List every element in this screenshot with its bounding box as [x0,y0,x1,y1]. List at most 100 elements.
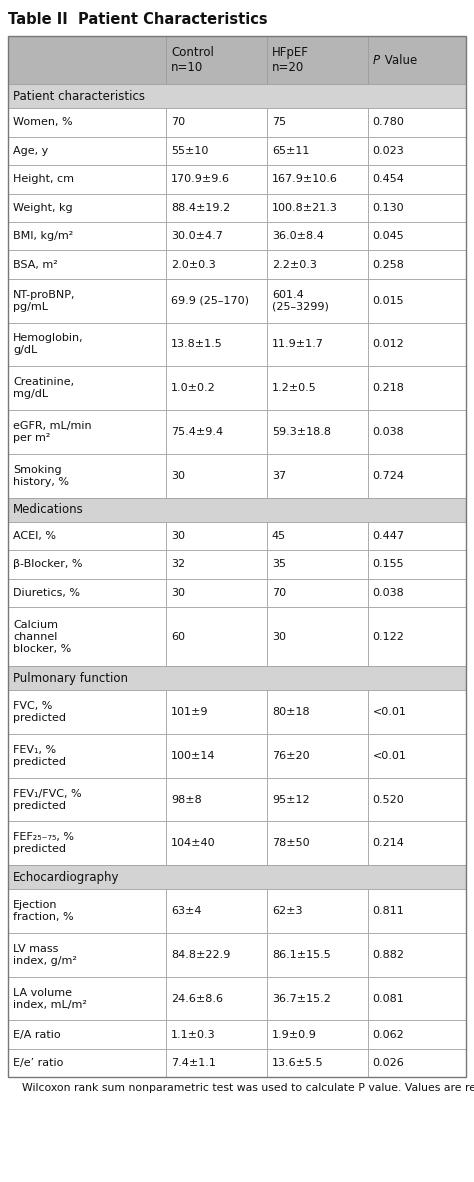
Text: 30: 30 [272,631,286,642]
Text: Patient characteristics: Patient characteristics [13,90,145,103]
Bar [367,821,466,865]
Bar [267,608,367,667]
Bar [267,366,367,410]
Text: FEV₁/FVC, %
predicted: FEV₁/FVC, % predicted [13,788,82,811]
Bar [8,889,166,933]
Bar [166,821,267,865]
Text: 0.811: 0.811 [373,907,404,916]
Text: 0.882: 0.882 [373,950,404,960]
Text: Height, cm: Height, cm [13,174,74,184]
Text: HFpEF
n=20: HFpEF n=20 [272,46,309,74]
Bar [367,165,466,194]
Bar [166,1020,267,1048]
Bar [166,734,267,778]
Bar [8,976,166,1020]
Bar [8,35,466,1077]
Text: Hemoglobin,
g/dL: Hemoglobin, g/dL [13,333,83,356]
Bar [166,194,267,222]
Bar [166,550,267,578]
Bar [267,521,367,550]
Bar [367,734,466,778]
Text: 0.081: 0.081 [373,994,404,1004]
Text: 55±10: 55±10 [171,145,209,156]
Text: 80±18: 80±18 [272,707,310,717]
Text: 65±11: 65±11 [272,145,309,156]
Bar [367,550,466,578]
Bar [367,109,466,137]
Bar [267,137,367,165]
Bar [8,550,166,578]
Bar [367,35,466,84]
Text: 84.8±22.9: 84.8±22.9 [171,950,230,960]
Text: FEF₂₅₋₇₅, %
predicted: FEF₂₅₋₇₅, % predicted [13,832,74,855]
Text: 59.3±18.8: 59.3±18.8 [272,427,331,437]
Text: 0.447: 0.447 [373,531,404,541]
Text: ACEI, %: ACEI, % [13,531,56,541]
Bar [8,251,166,279]
Text: Table II  Patient Characteristics: Table II Patient Characteristics [8,12,268,26]
Bar [8,84,466,109]
Bar [367,279,466,323]
Bar [8,109,166,137]
Text: <0.01: <0.01 [373,707,406,717]
Bar [8,222,166,251]
Bar [8,1048,166,1077]
Text: 0.218: 0.218 [373,383,404,394]
Bar [8,366,166,410]
Bar [8,608,166,667]
Text: 100±14: 100±14 [171,751,216,761]
Text: 0.026: 0.026 [373,1058,404,1069]
Text: Echocardiography: Echocardiography [13,871,119,884]
Bar [367,578,466,608]
Bar [8,194,166,222]
Bar [367,521,466,550]
Text: 75.4±9.4: 75.4±9.4 [171,427,223,437]
Text: 30.0±4.7: 30.0±4.7 [171,232,223,241]
Bar [8,410,166,454]
Bar [166,323,267,366]
Bar [367,222,466,251]
Text: 2.0±0.3: 2.0±0.3 [171,260,216,269]
Text: 101±9: 101±9 [171,707,209,717]
Bar [267,734,367,778]
Bar [267,933,367,976]
Bar [8,734,166,778]
Text: 70: 70 [171,117,185,128]
Bar [166,1048,267,1077]
Text: eGFR, mL/min
per m²: eGFR, mL/min per m² [13,421,91,443]
Bar [8,454,166,498]
Bar [166,279,267,323]
Text: 76±20: 76±20 [272,751,310,761]
Text: 0.038: 0.038 [373,587,404,598]
Text: 0.454: 0.454 [373,174,404,184]
Bar [166,578,267,608]
Bar [267,109,367,137]
Bar [166,976,267,1020]
Bar [267,821,367,865]
Bar [8,690,166,734]
Text: 0.023: 0.023 [373,145,404,156]
Bar [8,1020,166,1048]
Bar [8,933,166,976]
Text: β-Blocker, %: β-Blocker, % [13,559,82,570]
Text: 24.6±8.6: 24.6±8.6 [171,994,223,1004]
Bar [367,137,466,165]
Text: 0.258: 0.258 [373,260,404,269]
Text: 13.6±5.5: 13.6±5.5 [272,1058,323,1069]
Text: 95±12: 95±12 [272,794,310,805]
Text: <0.01: <0.01 [373,751,406,761]
Text: 32: 32 [171,559,185,570]
Bar [8,137,166,165]
Text: 0.520: 0.520 [373,794,404,805]
Bar [267,976,367,1020]
Bar [8,865,466,889]
Bar [267,690,367,734]
Text: 45: 45 [272,531,286,541]
Bar [8,778,166,821]
Text: Wilcoxon rank sum nonparametric test was used to calculate P value. Values are r: Wilcoxon rank sum nonparametric test was… [8,1084,474,1093]
Bar [267,1048,367,1077]
Text: 1.2±0.5: 1.2±0.5 [272,383,317,394]
Bar [267,578,367,608]
Bar [267,1020,367,1048]
Bar [267,889,367,933]
